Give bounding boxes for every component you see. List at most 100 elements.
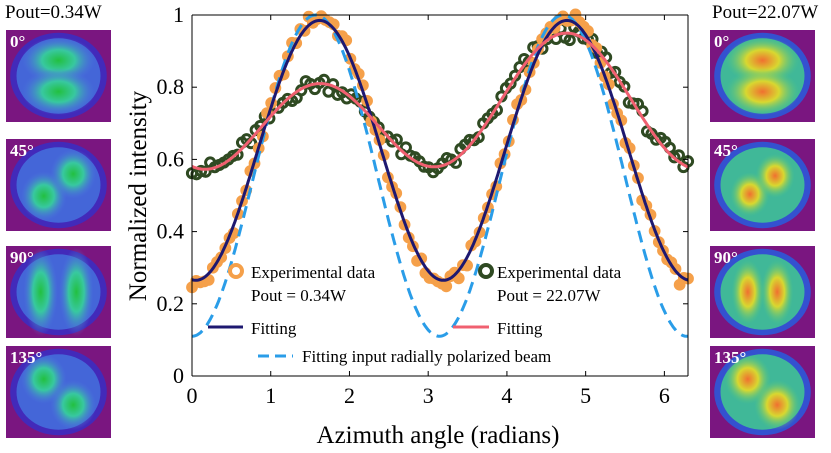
beam-profile-image: [6, 346, 111, 438]
x-tick-label: 4: [501, 383, 512, 408]
scatter-point-high: [531, 39, 544, 53]
scatter-point-high: [413, 155, 426, 168]
scatter-point-low: [669, 263, 682, 275]
beam-profile-image: [6, 246, 111, 338]
scatter-point-high: [581, 33, 594, 46]
scatter-point-low: [511, 98, 524, 111]
scatter-point-low: [507, 114, 519, 126]
scatter-point-low: [327, 18, 340, 31]
angle-label: 135°: [10, 348, 43, 367]
scatter-point-high: [586, 32, 599, 46]
scatter-point-high: [631, 97, 645, 111]
angle-label: 135°: [714, 348, 747, 367]
right-beam-image-135: 135°: [710, 346, 815, 438]
scatter-point-low: [419, 267, 432, 279]
scatter-point-low: [486, 188, 499, 201]
scatter-point-low: [265, 97, 278, 109]
scatter-point-high: [572, 25, 585, 38]
left-beam-image-135: 135°: [6, 346, 111, 438]
scatter-point-high: [354, 95, 367, 108]
scatter-point-high: [367, 115, 381, 129]
scatter-point-high: [650, 133, 663, 146]
scatter-point-low: [548, 22, 561, 34]
scatter-point-low: [190, 275, 203, 287]
scatter-point-low: [386, 180, 398, 193]
scatter-point-high: [349, 92, 362, 105]
scatter-point-low: [381, 171, 394, 184]
scatter-point-high: [213, 158, 226, 172]
angle-label: 90°: [10, 248, 34, 267]
scatter-point-low: [244, 165, 257, 177]
scatter-point-high: [313, 76, 326, 90]
scatter-point-high: [563, 33, 576, 47]
scatter-point-high: [308, 82, 321, 96]
scatter-point-low: [440, 280, 453, 293]
scatter-point-low: [457, 259, 469, 272]
scatter-point-low: [648, 225, 661, 237]
scatter-point-low: [302, 10, 315, 23]
beam-lobe: [50, 148, 97, 199]
y-tick-label: 0.2: [157, 291, 185, 316]
scatter-point-low: [532, 43, 544, 56]
y-tick-label: 0.6: [157, 146, 185, 171]
scatter-point-high: [254, 119, 267, 133]
scatter-point-high: [445, 153, 458, 166]
scatter-point-high: [331, 88, 344, 101]
scatter-point-high: [395, 148, 408, 161]
scatter-point-high: [358, 105, 372, 118]
scatter-point-low: [477, 212, 490, 224]
scatter-point-low: [657, 244, 669, 257]
scatter-point-low: [286, 36, 298, 49]
scatter-point-low: [252, 142, 265, 155]
scatter-point-high: [404, 149, 417, 162]
scatter-point-low: [536, 33, 549, 46]
scatter-point-high: [481, 112, 494, 125]
scatter-point-high: [286, 94, 299, 107]
x-tick-label: 2: [344, 383, 355, 408]
scatter-point-low: [323, 16, 336, 29]
scatter-point-high: [449, 156, 463, 169]
scatter-point-low: [515, 94, 528, 106]
scatter-point-high: [549, 32, 563, 46]
y-tick-label: 0.4: [157, 219, 185, 244]
beam-lobe: [731, 259, 764, 325]
scatter-point-high: [458, 138, 472, 151]
scatter-point-low: [277, 68, 290, 81]
scatter-point-low: [348, 63, 361, 75]
scatter-point-low: [590, 42, 603, 54]
scatter-point-low: [586, 39, 599, 51]
legend-marker-exp-high: [478, 263, 494, 279]
scatter-point-high: [295, 84, 308, 97]
legend-label-exp-high-line2: Pout = 22.07W: [497, 286, 602, 305]
scatter-point-high: [363, 110, 376, 123]
beam-profile-image: [6, 30, 111, 122]
scatter-point-high: [377, 131, 390, 144]
scatter-point-low: [615, 114, 628, 127]
y-tick-label: 0.8: [157, 74, 185, 99]
right-panel-title: Pout=22.07W: [712, 2, 819, 23]
scatter-point-low: [377, 149, 390, 162]
scatter-point-high: [431, 162, 444, 175]
scatter-point-low: [248, 157, 261, 170]
legend-label-fit-radial: Fitting input radially polarized beam: [302, 347, 551, 366]
x-tick-label: 5: [580, 383, 591, 408]
scatter-point-low: [544, 21, 557, 33]
scatter-point-low: [665, 256, 678, 269]
scatter-point-low: [461, 259, 473, 272]
scatter-point-low: [206, 261, 219, 274]
beam-lobe: [725, 68, 800, 116]
legend-label-fit-high: Fitting: [497, 319, 543, 338]
scatter-point-low: [319, 14, 332, 26]
scatter-point-high: [468, 134, 481, 147]
angle-label: 90°: [714, 248, 738, 267]
right-beam-image-0: 0°: [710, 30, 815, 122]
scatter-point-high: [545, 25, 558, 39]
scatter-point-high: [304, 77, 317, 91]
scatter-point-high: [554, 22, 567, 35]
scatter-point-low: [306, 16, 319, 29]
legend-label-fit-low: Fitting: [251, 319, 297, 338]
legend-marker-exp-low: [228, 263, 244, 279]
scatter-point-low: [552, 14, 565, 27]
scatter-point-high: [636, 105, 649, 118]
left-panel-title: Pout=0.34W: [5, 2, 102, 23]
